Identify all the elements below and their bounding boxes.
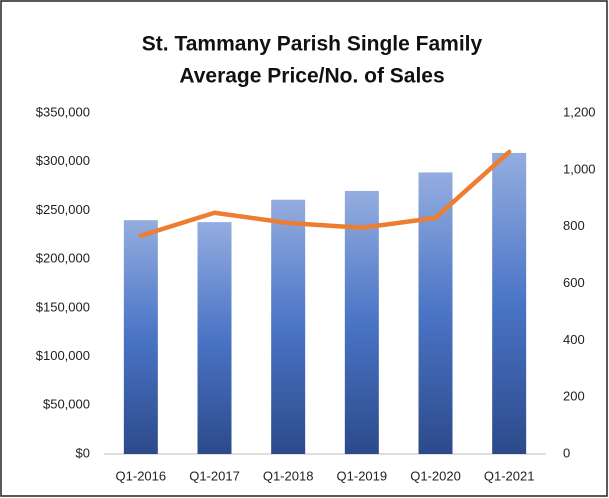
y-tick-label: $150,000 xyxy=(36,299,90,314)
y2-tick-label: 1,000 xyxy=(563,161,596,176)
y-tick-label: $0 xyxy=(76,445,90,460)
y2-tick-label: 200 xyxy=(563,389,585,404)
y-tick-label: $350,000 xyxy=(36,104,90,119)
line xyxy=(138,149,512,239)
bar xyxy=(271,199,306,454)
y-tick-label: $100,000 xyxy=(36,348,90,363)
bar xyxy=(492,152,527,454)
x-tick-label: Q1-2020 xyxy=(410,468,461,483)
y-tick-label: $250,000 xyxy=(36,202,90,217)
y2-tick-label: 600 xyxy=(563,275,585,290)
y2-tick-label: 1,200 xyxy=(563,104,596,119)
x-tick-label: Q1-2017 xyxy=(189,468,240,483)
y2-tick-label: 0 xyxy=(563,445,570,460)
chart-title: Average Price/No. of Sales xyxy=(179,65,444,88)
bar xyxy=(197,222,232,454)
y-tick-label: $50,000 xyxy=(43,397,90,412)
y2-tick-label: 400 xyxy=(563,332,585,347)
x-tick-label: Q1-2019 xyxy=(337,468,388,483)
y-tick-label: $200,000 xyxy=(36,251,90,266)
bar xyxy=(344,190,379,454)
y2-tick-label: 800 xyxy=(563,218,585,233)
x-tick-label: Q1-2018 xyxy=(263,468,314,483)
bar xyxy=(418,172,453,454)
y-tick-label: $300,000 xyxy=(36,153,90,168)
x-tick-label: Q1-2021 xyxy=(484,468,535,483)
chart-title: St. Tammany Parish Single Family xyxy=(142,33,483,56)
bar xyxy=(123,220,158,454)
x-tick-label: Q1-2016 xyxy=(116,468,167,483)
